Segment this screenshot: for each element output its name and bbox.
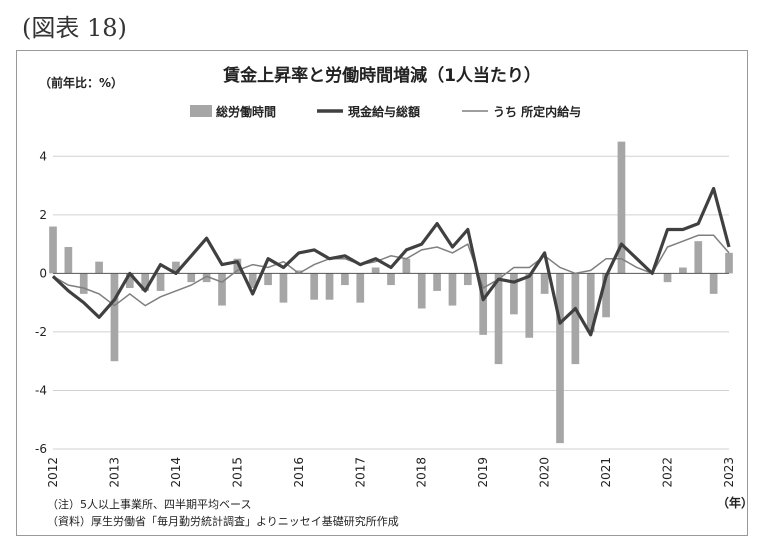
bar-hours <box>463 273 472 286</box>
bar-hours <box>110 273 119 362</box>
bar-hours <box>479 273 488 335</box>
gridlines <box>53 155 729 450</box>
bar-hours <box>49 226 57 274</box>
bar-hours <box>402 258 411 274</box>
legend-label-hours: 総労働時間 <box>216 104 276 119</box>
bar-hours <box>248 273 257 288</box>
bar-hours <box>356 273 365 303</box>
x-tick-label: 2017 <box>353 457 367 488</box>
bar-hours <box>494 273 503 365</box>
bar-hours <box>79 273 88 294</box>
bar-hours <box>617 141 626 274</box>
bar-hours <box>510 273 518 315</box>
y-tick-label: 2 <box>39 208 47 222</box>
bar-hours <box>525 273 534 338</box>
bar-hours <box>556 273 564 444</box>
bar-hours <box>279 273 288 303</box>
bar-hours <box>417 273 426 309</box>
bar-hours <box>371 267 380 274</box>
bar-hours <box>663 273 672 283</box>
x-tick-label: 2021 <box>599 457 613 488</box>
note-line: （注）5人以上事業所、四半期平均ベース <box>47 497 251 511</box>
x-tick-label: 2014 <box>169 457 183 488</box>
x-tick-labels: 2012 2013 2014 2015 2016 2017 2018 2019 2020 2021… <box>46 457 736 488</box>
y-tick-label: -2 <box>35 325 47 339</box>
y-tick-label: 0 <box>39 266 47 280</box>
bar-hours <box>187 273 196 283</box>
x-tick-label: 2016 <box>292 457 306 488</box>
x-tick-label: 2022 <box>661 457 675 488</box>
bar-hours <box>264 273 272 286</box>
legend-swatch-bar <box>190 105 212 117</box>
bar-hours <box>433 273 441 291</box>
legend-label-total-wage: 現金給与総額 <box>348 104 420 119</box>
bar-hours <box>64 247 73 274</box>
bar-hours <box>202 273 211 283</box>
bar-hours <box>571 273 580 365</box>
line-series-total-wage <box>51 186 731 337</box>
y-tick-label: -6 <box>35 442 47 456</box>
x-tick-label: 2018 <box>415 457 429 488</box>
x-tick-label: 2023 <box>722 457 736 488</box>
x-tick-label: 2013 <box>107 457 121 488</box>
chart: 賃金上昇率と労働時間増減（1人当たり） （前年比：%） 総労働時間 現金給与総額… <box>35 65 747 528</box>
line-series-scheduled-wage <box>52 234 730 307</box>
bar-hours <box>141 273 150 291</box>
bar-hours <box>325 273 334 300</box>
bar-series-hours <box>49 141 733 444</box>
figure-label: (図表 18) <box>22 14 127 42</box>
bar-hours <box>294 270 303 274</box>
x-tick-label: 2015 <box>230 457 244 488</box>
bar-hours <box>341 273 349 286</box>
x-tick-label: 2019 <box>476 457 490 488</box>
bar-hours <box>387 273 395 286</box>
y-tick-label: -4 <box>35 383 47 397</box>
bar-hours <box>310 273 319 300</box>
bar-hours <box>233 258 242 274</box>
legend-label-scheduled-wage: うち 所定内給与 <box>493 104 581 119</box>
y-tick-label: 4 <box>39 149 47 163</box>
bar-hours <box>156 273 165 291</box>
x-axis-unit-label: （年） <box>717 495 747 510</box>
bar-hours <box>125 273 134 288</box>
y-axis-unit-label: （前年比：%） <box>39 75 123 90</box>
x-tick-label: 2012 <box>46 457 60 488</box>
legend: 総労働時間 現金給与総額 うち 所定内給与 <box>190 104 581 119</box>
bar-hours <box>540 273 549 294</box>
bar-hours <box>218 273 226 306</box>
source-line: （資料）厚生労働省「毎月勤労統計調査」よりニッセイ基礎研究所作成 <box>47 514 399 528</box>
bar-hours <box>725 252 733 274</box>
bar-hours <box>602 273 610 318</box>
chart-frame: 賃金上昇率と労働時間増減（1人当たり） （前年比：%） 総労働時間 現金給与総額… <box>16 50 748 536</box>
bar-hours <box>694 241 703 274</box>
bar-hours <box>709 273 718 294</box>
chart-title: 賃金上昇率と労働時間増減（1人当たり） <box>222 65 541 86</box>
bar-hours <box>586 273 595 332</box>
bar-hours <box>448 273 457 306</box>
y-tick-labels: 4 2 0 -2 -4 -6 <box>35 149 47 456</box>
bar-hours <box>172 261 180 274</box>
bar-hours <box>679 267 687 274</box>
x-tick-label: 2020 <box>538 457 552 488</box>
bar-hours <box>95 261 103 274</box>
